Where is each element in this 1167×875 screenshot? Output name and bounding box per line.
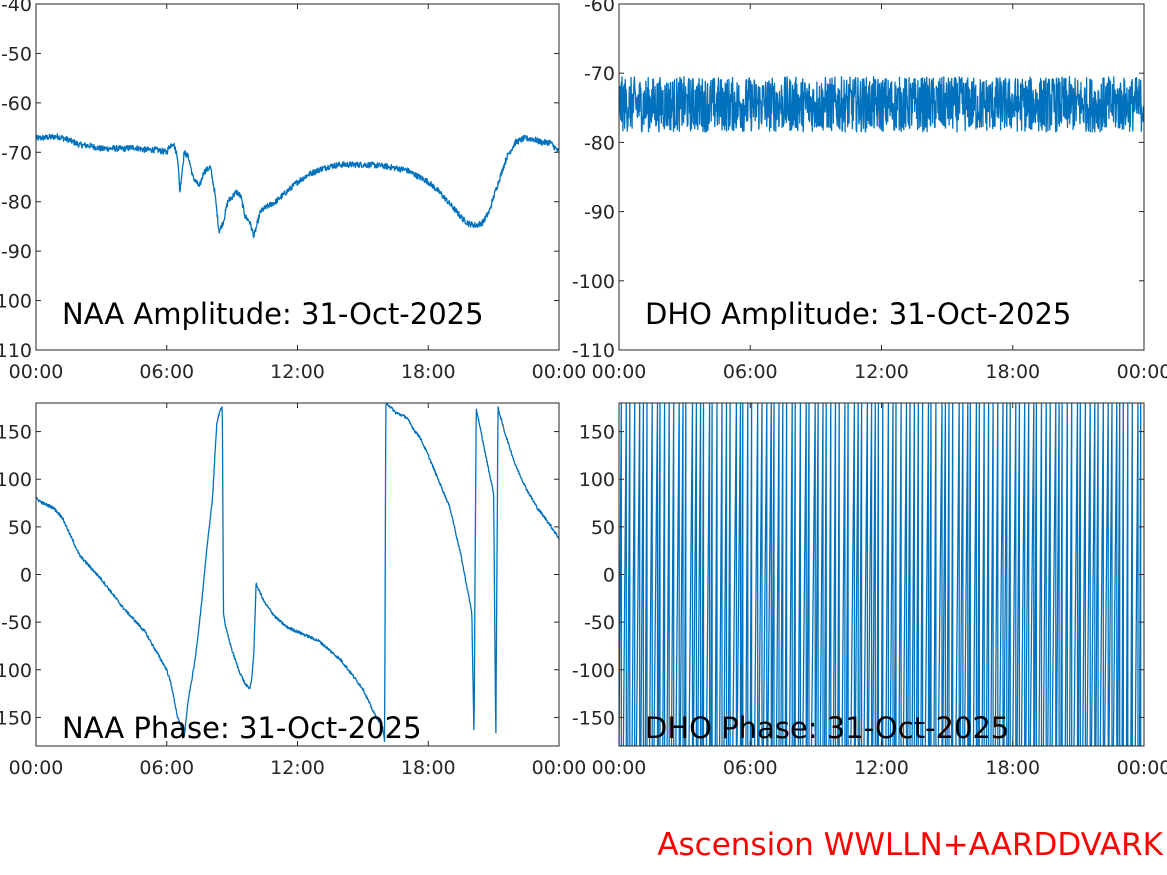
y-tick-label: -150 — [572, 707, 615, 729]
y-tick-label: -60 — [584, 0, 615, 16]
x-tick-label: 06:00 — [139, 361, 194, 383]
y-tick-label: -100 — [572, 271, 615, 293]
x-tick-label: 00:00 — [1117, 361, 1167, 383]
y-tick-label: -50 — [584, 612, 615, 634]
x-tick-label: 18:00 — [985, 361, 1040, 383]
y-tick-label: -110 — [0, 340, 32, 362]
y-tick-label: -90 — [584, 202, 615, 224]
x-tick-label: 00:00 — [9, 361, 64, 383]
y-tick-label: -50 — [1, 612, 32, 634]
y-tick-label: -90 — [1, 241, 32, 263]
x-tick-label: 12:00 — [854, 361, 909, 383]
y-tick-label: 100 — [0, 469, 32, 491]
series-line — [619, 76, 1144, 133]
x-tick-label: 06:00 — [723, 361, 778, 383]
x-tick-label: 18:00 — [985, 757, 1040, 779]
y-tick-label: 0 — [20, 565, 32, 587]
y-tick-label: -60 — [1, 93, 32, 115]
x-tick-label: 18:00 — [401, 757, 456, 779]
x-tick-label: 12:00 — [270, 361, 325, 383]
y-tick-label: 50 — [591, 517, 615, 539]
y-tick-label: -110 — [572, 340, 615, 362]
y-tick-label: -70 — [584, 63, 615, 85]
y-tick-label: -150 — [0, 707, 32, 729]
dho-phase-title: DHO Phase: 31-Oct-2025 — [645, 711, 1009, 745]
x-tick-label: 00:00 — [592, 757, 647, 779]
y-tick-label: 0 — [603, 565, 615, 587]
x-tick-label: 18:00 — [401, 361, 456, 383]
series-line — [36, 133, 559, 239]
y-tick-label: 150 — [0, 422, 32, 444]
y-tick-label: 50 — [8, 517, 32, 539]
y-tick-label: -70 — [1, 142, 32, 164]
series-line — [36, 403, 559, 742]
naa-amplitude-plot: -110 -100 -90 -80 -70 -60 -50 -40 00:00 06:00 12:0… — [0, 0, 586, 383]
naa-phase-title: NAA Phase: 31-Oct-2025 — [62, 711, 422, 745]
y-tick-label: -80 — [1, 192, 32, 214]
y-tick-label: -100 — [572, 660, 615, 682]
series-line — [619, 403, 1142, 746]
y-tick-label: 100 — [579, 469, 615, 491]
naa-amplitude-title: NAA Amplitude: 31-Oct-2025 — [62, 297, 484, 331]
y-tick-label: 150 — [579, 422, 615, 444]
x-tick-label: 00:00 — [532, 757, 587, 779]
naa-phase-plot: -150 -100 -50 0 50 100 150 00:00 06:00 12:00 18:00… — [0, 402, 586, 779]
x-tick-label: 12:00 — [270, 757, 325, 779]
y-tick-label: -100 — [0, 660, 32, 682]
y-tick-label: -40 — [1, 0, 32, 16]
x-tick-label: 06:00 — [139, 757, 194, 779]
x-tick-label: 12:00 — [854, 757, 909, 779]
dho-amplitude-title: DHO Amplitude: 31-Oct-2025 — [645, 297, 1071, 331]
x-tick-label: 06:00 — [723, 757, 778, 779]
y-tick-label: -80 — [584, 132, 615, 154]
dho-phase-plot: -150 -100 -50 0 50 100 150 00:00 06:00 12:00 18:00… — [572, 402, 1167, 779]
x-tick-label: 00:00 — [1117, 757, 1167, 779]
x-tick-label: 00:00 — [532, 361, 587, 383]
station-caption: Ascension WWLLN+AARDDVARK — [657, 827, 1163, 863]
y-tick-label: -100 — [0, 291, 32, 313]
dho-amplitude-plot: -110 -100 -90 -80 -70 -60 00:00 06:00 12:00 18:00… — [572, 0, 1167, 383]
plot-frame — [35, 402, 560, 747]
x-tick-label: 00:00 — [592, 361, 647, 383]
x-tick-label: 00:00 — [9, 757, 64, 779]
y-tick-label: -50 — [1, 43, 32, 65]
